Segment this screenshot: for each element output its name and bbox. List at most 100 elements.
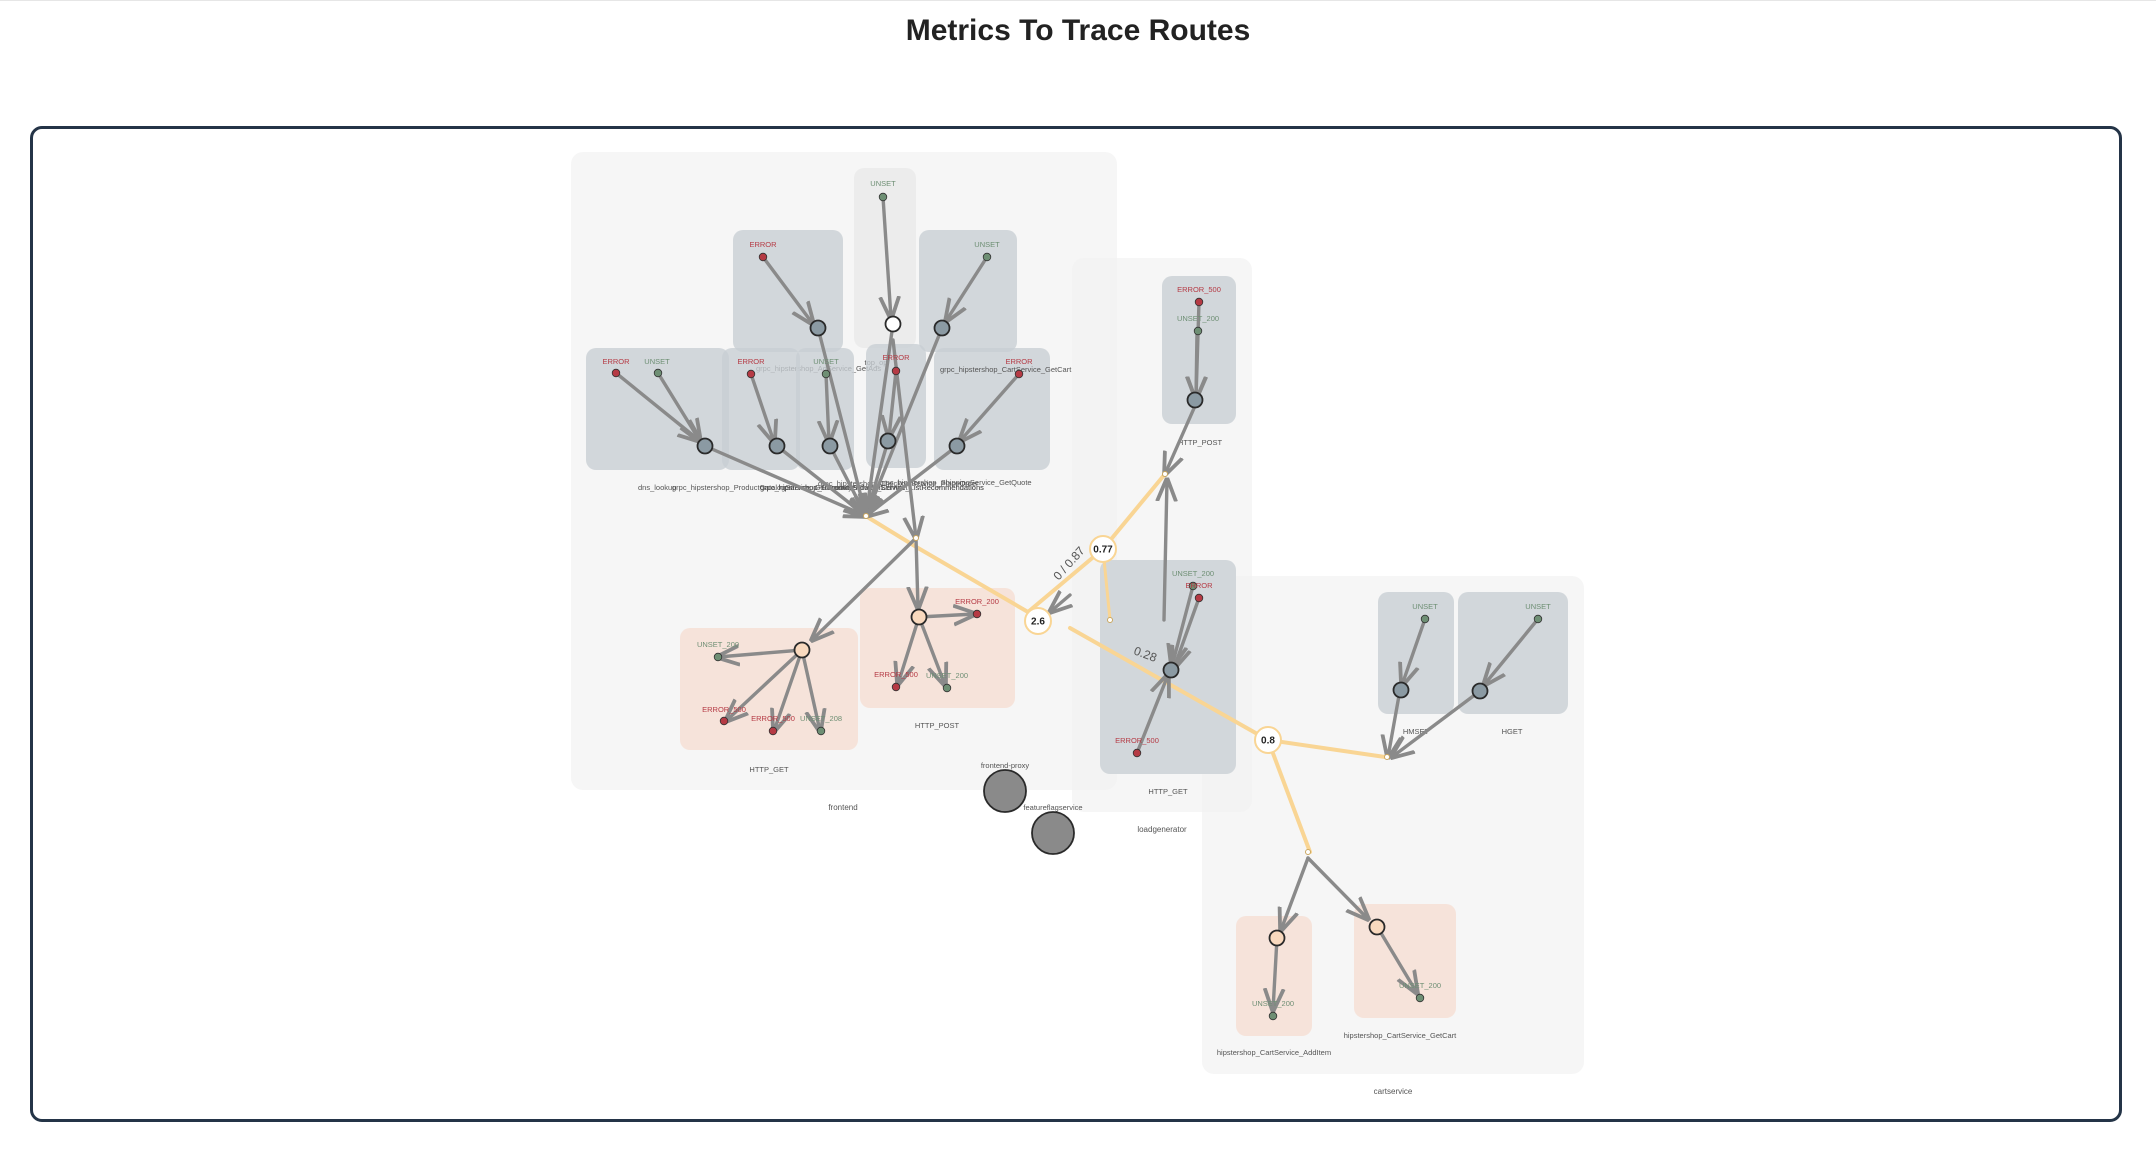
status-dot-f_cart-7[interactable]: [1014, 369, 1024, 379]
status-dot-f_ship-5[interactable]: [982, 252, 992, 262]
junction-dot-2: [1162, 471, 1168, 477]
span-f_product[interactable]: [768, 437, 786, 455]
status-dot-f_dns-0[interactable]: [611, 368, 621, 378]
status-dot-l_httppost-16[interactable]: [1194, 297, 1204, 307]
edge-077-arrow: [1050, 595, 1070, 612]
status-dot-l_httpget-20[interactable]: [1132, 748, 1142, 758]
status-label-l_httppost-16: ERROR_500: [1177, 285, 1221, 294]
span-f_ad[interactable]: [809, 319, 827, 337]
status-dot-c_additem-23[interactable]: [1268, 1011, 1278, 1021]
status-label-f_httppost-14: ERROR_500: [874, 670, 918, 679]
operation-box-c_getcart[interactable]: [1354, 904, 1456, 1018]
operation-box-f_product[interactable]: [722, 348, 800, 470]
route-metric-label-m_26: 2.6: [1031, 617, 1045, 628]
status-label-c_hmset-21: UNSET: [1412, 602, 1438, 611]
service-node-label-featureflagservice: featureflagservice: [1023, 803, 1082, 812]
page-title: Metrics To Trace Routes: [905, 14, 1251, 47]
span-f_reco[interactable]: [948, 437, 966, 455]
operation-label-c_additem: hipstershop_CartService_AddItem: [1217, 1048, 1331, 1057]
span-c_hget[interactable]: [1471, 682, 1489, 700]
span-f_checkout[interactable]: [879, 432, 897, 450]
operation-box-f_httppost[interactable]: [860, 588, 1015, 708]
status-label-f_httpget-9: UNSET_200: [697, 640, 739, 649]
edge-span-to-hub-0: [703, 444, 866, 516]
junction-dot-4: [1305, 849, 1311, 855]
route-metric-badge-m_077[interactable]: [1089, 535, 1117, 563]
span-c_hmset[interactable]: [1392, 681, 1410, 699]
span-f_httppost[interactable]: [910, 608, 928, 626]
status-dot-l_httpget-19[interactable]: [1194, 593, 1204, 603]
status-label-f_cart-7: ERROR: [1005, 357, 1033, 366]
edge-hub-httpget: [812, 536, 918, 640]
status-dot-c_hmset-21[interactable]: [1420, 614, 1430, 624]
edge-hmset-unset: [1402, 617, 1427, 685]
edge-ad-error: [761, 255, 813, 324]
junction-dot-5: [1107, 617, 1113, 623]
edge-httppost-unset200: [917, 615, 945, 685]
status-dot-l_httpget-18[interactable]: [1188, 581, 1198, 591]
route-edge-077: [1026, 547, 1105, 614]
edge-hget-unset: [1484, 617, 1540, 685]
edge-ship-unset: [946, 255, 989, 321]
status-dot-f_checkout-6[interactable]: [891, 366, 901, 376]
edge-lgget-up: [1164, 480, 1167, 622]
top-divider: [0, 0, 2156, 1]
status-dot-f_currency-3[interactable]: [821, 369, 831, 379]
route-metric-badge-m_08[interactable]: [1254, 726, 1282, 754]
edge-httpget-unset208: [800, 648, 820, 731]
span-l_httpget[interactable]: [1162, 661, 1180, 679]
status-dot-f_top-8[interactable]: [878, 192, 888, 202]
span-f_httpget[interactable]: [793, 641, 811, 659]
operation-box-f_ship[interactable]: [919, 230, 1017, 352]
edge-lgget-error500: [1135, 675, 1168, 755]
status-dot-f_httpget-11[interactable]: [768, 726, 778, 736]
edge-hub-httppost: [916, 536, 918, 608]
span-f_ship[interactable]: [933, 319, 951, 337]
service-node-featureflagservice[interactable]: [1031, 811, 1075, 855]
status-label-l_httpget-19: ERROR: [1185, 581, 1213, 590]
edge-dns-unset: [656, 371, 700, 441]
edge-cart-getcart: [1306, 856, 1368, 919]
edge-currency-unset: [826, 372, 829, 442]
status-dot-f_httpget-12[interactable]: [816, 726, 826, 736]
span-c_additem[interactable]: [1268, 929, 1286, 947]
junction-dot-3: [1384, 754, 1390, 760]
status-dot-f_httpget-10[interactable]: [719, 716, 729, 726]
edge-additem-unset: [1273, 936, 1277, 1010]
operation-label-l_httppost: HTTP_POST: [1178, 438, 1223, 447]
status-dot-c_getcart-24[interactable]: [1415, 993, 1425, 1003]
status-dot-l_httppost-17[interactable]: [1193, 326, 1203, 336]
edge-httppost-error200: [917, 614, 975, 617]
span-l_httppost[interactable]: [1186, 391, 1204, 409]
operation-label-f_httpget: HTTP_GET: [749, 765, 789, 774]
status-dot-f_httppost-13[interactable]: [972, 609, 982, 619]
status-dot-f_dns-1[interactable]: [653, 368, 663, 378]
status-dot-f_httppost-15[interactable]: [942, 683, 952, 693]
span-f_currency[interactable]: [821, 437, 839, 455]
operation-label-f_reco-dup: grpc_hipstershop_RecommendationService_L…: [760, 483, 984, 492]
junction-dot-1: [913, 535, 919, 541]
span-f_dns[interactable]: [696, 437, 714, 455]
operation-label-f_product: grpc_hipstershop_ProductCatalogService_G…: [672, 483, 853, 492]
route-metric-badge-m_26[interactable]: [1024, 607, 1052, 635]
status-label-c_getcart-24: UNSET_200: [1399, 981, 1441, 990]
service-node-frontend-proxy[interactable]: [983, 769, 1027, 813]
edge-httpget-error500b: [774, 648, 804, 731]
status-dot-f_ad-4[interactable]: [758, 252, 768, 262]
route-edge-cart-ops: [1266, 738, 1312, 854]
status-dot-c_hget-22[interactable]: [1533, 614, 1543, 624]
status-dot-f_product-2[interactable]: [746, 369, 756, 379]
status-dot-f_httpget-9[interactable]: [713, 652, 723, 662]
status-dot-f_httppost-14[interactable]: [891, 682, 901, 692]
status-label-f_product-2: ERROR: [737, 357, 765, 366]
operation-label-f_checkout: grpc_hipstershop_CheckoutService_PlaceOr…: [818, 479, 979, 488]
status-label-f_httpget-10: ERROR_500: [702, 705, 746, 714]
operation-label-f_currency: grpc_hipstershop_CurrencyService_Convert: [760, 483, 908, 492]
span-c_getcart[interactable]: [1368, 918, 1386, 936]
edge-lgpost-root: [1165, 404, 1197, 474]
operation-box-f_currency[interactable]: [796, 348, 854, 470]
edge-cart-error: [960, 372, 1021, 441]
junction-dot-0: [863, 513, 869, 519]
span-f_top[interactable]: [884, 315, 902, 333]
